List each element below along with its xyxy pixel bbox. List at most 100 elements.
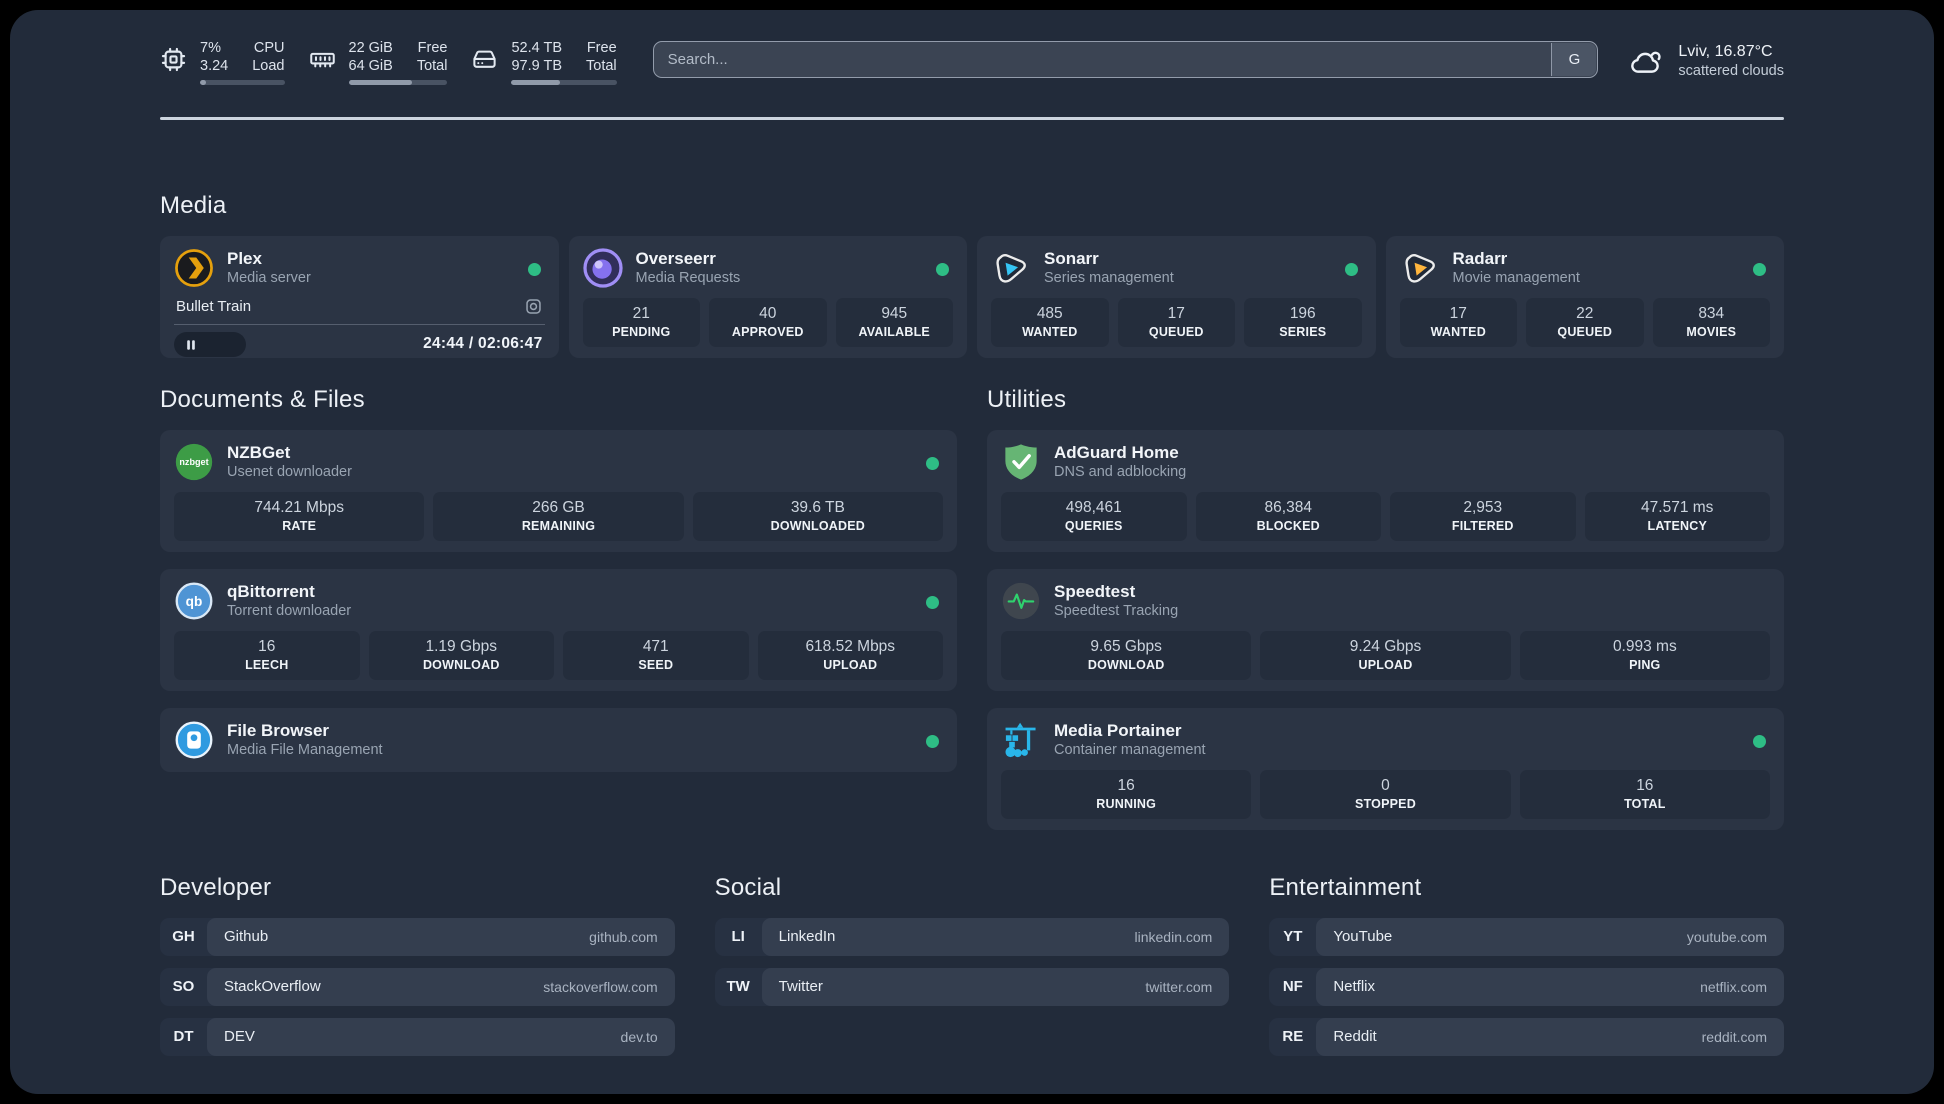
overseerr-icon <box>582 247 623 288</box>
bookmark-abbr: RE <box>1282 1028 1304 1045</box>
stat-value: 86,384 <box>1264 498 1312 516</box>
stat-value: 1.19 Gbps <box>425 637 498 655</box>
app-name: Radarr <box>1452 249 1508 268</box>
search-input[interactable] <box>652 41 1599 78</box>
now-playing-row: Bullet Train <box>174 297 545 325</box>
bookmark-row-dev[interactable]: DT DEV dev.to <box>160 1017 675 1056</box>
bookmark-url: stackoverflow.com <box>543 978 658 995</box>
app-description: Series management <box>1044 270 1174 286</box>
bookmark-group-social: Social LI LinkedIn linkedin.com TW Twitt… <box>714 873 1230 1056</box>
card-qbittorrent[interactable]: qb qBittorrent Torrent downloader 16 <box>160 568 957 691</box>
stat-value: 47.571 ms <box>1641 498 1714 516</box>
bookmark-row-reddit[interactable]: RE Reddit reddit.com <box>1269 1017 1784 1056</box>
bookmark-name: Netflix <box>1333 978 1376 995</box>
bookmark-name: Reddit <box>1333 1028 1377 1045</box>
stat-tile: 834 MOVIES <box>1652 297 1770 347</box>
stat-tile: 618.52 Mbps UPLOAD <box>757 630 943 680</box>
stat-value: 485 <box>1036 304 1063 322</box>
plex-icon <box>174 248 214 288</box>
weather-widget[interactable]: Lviv, 16.87°C scattered clouds <box>1628 42 1784 80</box>
stat-value: 2,953 <box>1463 498 1503 516</box>
card-speedtest[interactable]: Speedtest Speedtest Tracking 9.65 Gbps D… <box>987 568 1784 691</box>
card-nzbget[interactable]: nzbget NZBGet Usenet downloader 744. <box>160 429 957 552</box>
stat-value: 196 <box>1289 304 1316 322</box>
status-dot <box>1753 734 1766 748</box>
stat-value: 40 <box>759 304 777 322</box>
memory-widget: 22 GiB 64 GiB Free Total <box>309 40 448 85</box>
ram-icon <box>309 46 336 73</box>
stat-tile: 17 WANTED <box>1399 297 1517 347</box>
memory-usage-bar <box>348 80 448 85</box>
stat-label: LATENCY <box>1647 518 1707 533</box>
adguard-icon <box>1001 442 1041 482</box>
bookmark-url: reddit.com <box>1701 1028 1767 1045</box>
stat-label: TOTAL <box>1624 796 1666 811</box>
bookmark-group-title: Entertainment <box>1269 873 1422 901</box>
bookmark-row-netflix[interactable]: NF Netflix netflix.com <box>1269 967 1784 1006</box>
stat-value: 39.6 TB <box>790 498 845 516</box>
stat-label: APPROVED <box>731 324 804 339</box>
bookmark-abbr: DT <box>173 1028 194 1045</box>
bookmark-group-title: Social <box>714 873 782 901</box>
bookmark-url: linkedin.com <box>1134 928 1213 945</box>
dashboard-panel: 7% 3.24 CPU Load <box>10 10 1934 1094</box>
bookmark-row-linkedin[interactable]: LI LinkedIn linkedin.com <box>714 917 1230 956</box>
app-name: Plex <box>227 249 262 268</box>
stat-value: 266 GB <box>532 498 585 516</box>
bookmark-row-github[interactable]: GH Github github.com <box>160 917 675 956</box>
status-dot <box>527 262 541 276</box>
card-radarr[interactable]: Radarr Movie management 17 WANTED 22 QUE… <box>1385 235 1784 358</box>
bookmark-name: Github <box>224 928 269 945</box>
card-filebrowser[interactable]: File Browser Media File Management <box>160 707 957 772</box>
app-name: qBittorrent <box>227 582 315 601</box>
card-plex[interactable]: Plex Media server Bullet Train <box>160 235 559 358</box>
disk-labels: Free Total <box>586 40 617 74</box>
stat-value: 22 <box>1576 304 1594 322</box>
stat-value: 21 <box>632 304 650 322</box>
bookmark-group-title: Developer <box>160 873 272 901</box>
disk-values: 52.4 TB 97.9 TB <box>511 40 563 74</box>
bookmark-abbr: LI <box>731 928 745 945</box>
stat-tile: 47.571 ms LATENCY <box>1584 491 1770 541</box>
memory-values: 22 GiB 64 GiB <box>348 40 393 74</box>
stat-tile: 2,953 FILTERED <box>1390 491 1576 541</box>
speedtest-icon <box>1001 581 1041 621</box>
app-description: DNS and adblocking <box>1054 464 1187 480</box>
bookmark-row-youtube[interactable]: YT YouTube youtube.com <box>1269 917 1784 956</box>
section-title-utilities: Utilities <box>987 385 1067 413</box>
bookmark-abbr: TW <box>726 978 750 995</box>
stat-tile: 0.993 ms PING <box>1519 630 1770 680</box>
card-overseerr[interactable]: Overseerr Media Requests 21 PENDING 40 A… <box>568 235 967 358</box>
bookmark-row-stackoverflow[interactable]: SO StackOverflow stackoverflow.com <box>160 967 675 1006</box>
bookmark-row-twitter[interactable]: TW Twitter twitter.com <box>714 967 1230 1006</box>
card-portainer[interactable]: Media Portainer Container management 16 … <box>987 707 1784 830</box>
stat-label: RATE <box>282 518 317 533</box>
app-description: Torrent downloader <box>227 603 352 619</box>
bookmark-url: dev.to <box>620 1028 658 1045</box>
bookmark-group-entertainment: Entertainment YT YouTube youtube.com NF … <box>1269 874 1784 1056</box>
bookmark-name: YouTube <box>1333 928 1393 945</box>
stat-value: 0 <box>1381 776 1390 794</box>
stat-tile: 16 RUNNING <box>1001 769 1252 819</box>
card-sonarr[interactable]: Sonarr Series management 485 WANTED 17 Q… <box>977 235 1376 358</box>
bookmark-name: DEV <box>224 1028 255 1045</box>
stat-label: DOWNLOAD <box>422 657 500 672</box>
card-adguard[interactable]: AdGuard Home DNS and adblocking 498,461 … <box>987 429 1784 552</box>
stat-value: 9.24 Gbps <box>1349 637 1422 655</box>
cpu-widget: 7% 3.24 CPU Load <box>160 40 285 85</box>
cpu-usage-bar <box>200 80 285 85</box>
section-title-documents: Documents & Files <box>160 385 365 413</box>
status-dot <box>926 734 939 748</box>
bookmark-name: StackOverflow <box>224 978 321 995</box>
stat-tile: 86,384 BLOCKED <box>1195 491 1381 541</box>
search-engine-button[interactable]: G <box>1551 43 1597 76</box>
stat-value: 744.21 Mbps <box>254 498 344 516</box>
stat-label: UPLOAD <box>823 657 878 672</box>
stat-label: SEED <box>638 657 674 672</box>
cpu-labels: CPU Load <box>252 40 285 74</box>
app-name: File Browser <box>227 721 330 740</box>
bookmark-url: netflix.com <box>1700 978 1767 995</box>
stat-label: LEECH <box>245 657 289 672</box>
stat-label: QUERIES <box>1064 518 1123 533</box>
